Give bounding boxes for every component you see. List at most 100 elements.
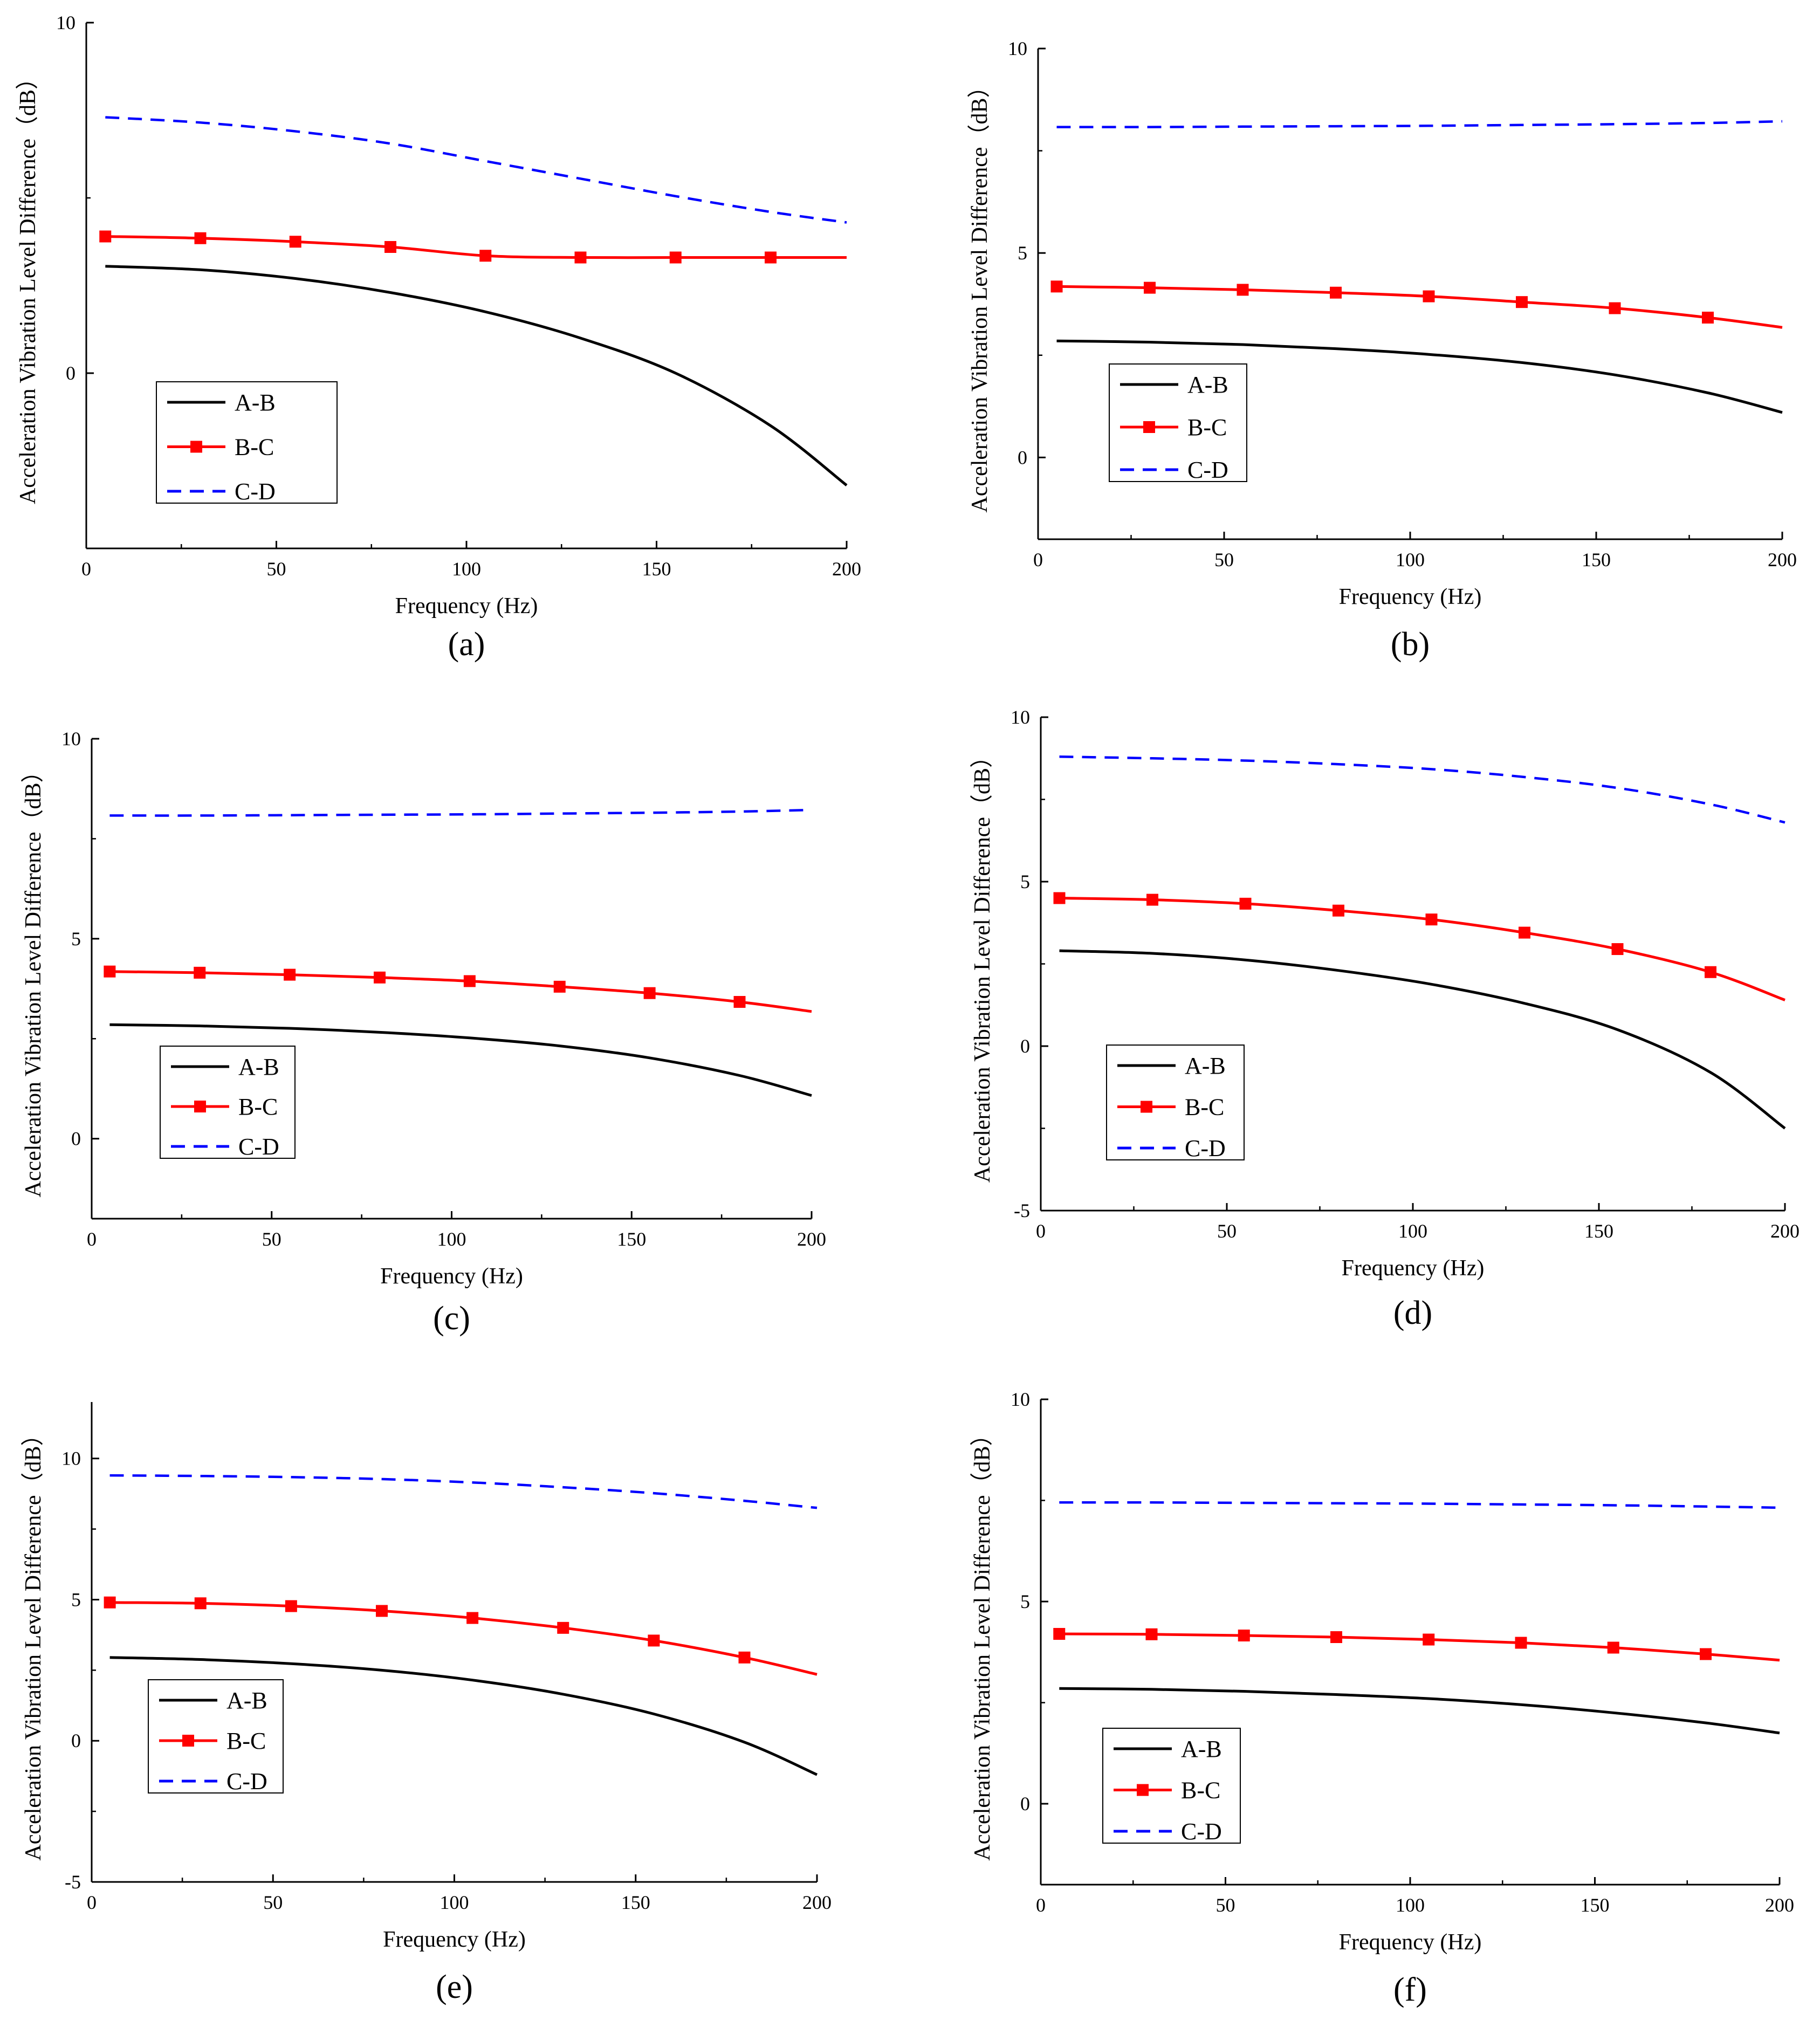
x-axis-title: Frequency (Hz) — [380, 1264, 523, 1289]
x-tick-label: 50 — [1214, 549, 1234, 571]
y-tick-label: 5 — [1018, 242, 1027, 264]
data-point-b-c — [104, 1596, 116, 1609]
legend-label-c-d: C-D — [1187, 457, 1228, 483]
series-line-a-b — [109, 1023, 812, 1097]
legend-label-a-b: A-B — [235, 389, 276, 416]
x-tick-label: 100 — [1396, 549, 1425, 571]
y-tick-label: 0 — [1020, 1035, 1030, 1057]
series-line-c-d — [1059, 1501, 1780, 1509]
data-point-b-c — [104, 965, 116, 978]
x-tick-label: 0 — [1033, 549, 1043, 571]
x-tick-label: 50 — [1217, 1220, 1237, 1242]
x-tick-label: 200 — [1768, 549, 1797, 571]
legend: A-B B-C C-D — [1106, 1045, 1245, 1162]
series-line-b-c — [1059, 1632, 1780, 1662]
chart-panel-f: 0 50 100 150 200 0 5 10 Frequency (Hz) Accelerati… — [970, 1389, 1794, 2008]
series-line-a-b — [1056, 339, 1783, 414]
data-point-b-c — [1330, 1631, 1342, 1643]
x-axis-title: Frequency (Hz) — [1342, 1256, 1485, 1281]
data-point-b-c — [1333, 904, 1344, 917]
y-tick-label: 10 — [61, 1448, 81, 1469]
y-axis-title: Acceleration Vibration Level Difference（… — [970, 745, 995, 1183]
x-tick-label: 0 — [1036, 1894, 1046, 1916]
legend-marker-b-c — [182, 1735, 194, 1747]
panel-label: (e) — [436, 1969, 473, 2005]
x-tick-label: 150 — [1581, 1894, 1610, 1916]
y-axis-title: Acceleration Vibration Level Difference（… — [970, 1423, 995, 1860]
panel-label: (a) — [448, 626, 485, 663]
series-line-a-b — [1059, 949, 1786, 1130]
y-tick-label: 5 — [1020, 1591, 1030, 1612]
data-point-b-c — [1237, 284, 1249, 296]
x-tick-label: 50 — [263, 1892, 283, 1913]
data-point-b-c — [669, 251, 682, 264]
data-point-b-c — [1425, 913, 1438, 926]
data-point-b-c — [1145, 1628, 1158, 1640]
legend-label-b-c: B-C — [1185, 1094, 1224, 1121]
legend-label-a-b: A-B — [1181, 1736, 1222, 1762]
x-axis-title: Frequency (Hz) — [383, 1927, 526, 1952]
x-tick-label: 200 — [802, 1892, 832, 1913]
x-tick-label: 150 — [617, 1228, 646, 1250]
data-point-b-c — [1516, 296, 1528, 308]
data-point-b-c — [553, 980, 566, 993]
legend-marker-b-c — [194, 1101, 206, 1112]
data-point-b-c — [99, 230, 112, 243]
data-point-b-c — [1705, 966, 1716, 978]
data-point-b-c — [376, 1605, 388, 1617]
data-point-b-c — [1423, 1633, 1435, 1646]
data-point-b-c — [284, 968, 296, 981]
x-tick-label: 150 — [1584, 1220, 1613, 1242]
panel-label: (f) — [1393, 1971, 1427, 2008]
y-tick-label: 0 — [71, 1128, 81, 1150]
data-point-b-c — [1053, 892, 1066, 904]
data-point-b-c — [374, 971, 386, 984]
series-line-a-b — [109, 1656, 818, 1776]
y-tick-label: 10 — [1011, 1389, 1030, 1410]
data-point-b-c — [648, 1634, 660, 1647]
data-point-b-c — [733, 996, 746, 1008]
legend-label-c-d: C-D — [1181, 1818, 1222, 1845]
data-point-b-c — [1330, 286, 1342, 299]
chart-panel-c: 0 50 100 150 200 0 5 10 Frequency (Hz) Accelerati… — [21, 728, 826, 1337]
legend: A-B B-C C-D — [148, 1679, 284, 1795]
y-tick-label: 10 — [1011, 706, 1030, 728]
x-tick-label: 100 — [1396, 1894, 1425, 1916]
x-tick-label: 100 — [1398, 1220, 1427, 1242]
y-tick-label: 0 — [66, 362, 75, 384]
y-axis-title: Acceleration Vibration Level Difference（… — [16, 67, 40, 504]
y-tick-label: 10 — [1008, 38, 1027, 59]
series-line-b-c — [105, 235, 847, 259]
data-point-b-c — [1700, 1648, 1712, 1660]
y-tick-label: 10 — [61, 728, 81, 750]
series-line-c-d — [1059, 755, 1785, 824]
series-line-c-d — [105, 116, 847, 224]
y-tick-label: 5 — [1020, 871, 1030, 892]
y-tick-label: 10 — [56, 12, 75, 33]
y-axis-title: Acceleration Vibration Level Difference（… — [967, 75, 992, 512]
legend-marker-b-c — [1137, 1784, 1149, 1796]
x-axis-title: Frequency (Hz) — [1339, 585, 1482, 609]
data-point-b-c — [1239, 897, 1252, 910]
data-point-b-c — [1144, 281, 1156, 294]
data-point-b-c — [1519, 926, 1530, 939]
y-tick-label: 0 — [71, 1730, 81, 1751]
y-axis-title: Acceleration Vibration Level Difference（… — [21, 760, 46, 1197]
x-tick-label: 0 — [87, 1892, 97, 1913]
y-tick-label: 5 — [71, 1589, 81, 1610]
data-point-b-c — [557, 1621, 569, 1634]
panel-label: (b) — [1391, 626, 1430, 663]
y-tick-label: -5 — [1014, 1200, 1030, 1221]
x-tick-label: 100 — [437, 1228, 466, 1250]
legend-label-b-c: B-C — [235, 434, 274, 461]
x-tick-label: 150 — [621, 1892, 650, 1913]
x-tick-label: 50 — [267, 558, 286, 580]
legend-label-b-c: B-C — [1181, 1777, 1220, 1804]
y-tick-label: -5 — [65, 1871, 81, 1893]
data-point-b-c — [384, 241, 396, 253]
series-line-a-b — [105, 265, 848, 486]
x-tick-label: 200 — [1770, 1220, 1800, 1242]
y-tick-label: 0 — [1020, 1793, 1030, 1815]
legend-marker-b-c — [1141, 1101, 1152, 1113]
x-tick-label: 50 — [262, 1228, 281, 1250]
